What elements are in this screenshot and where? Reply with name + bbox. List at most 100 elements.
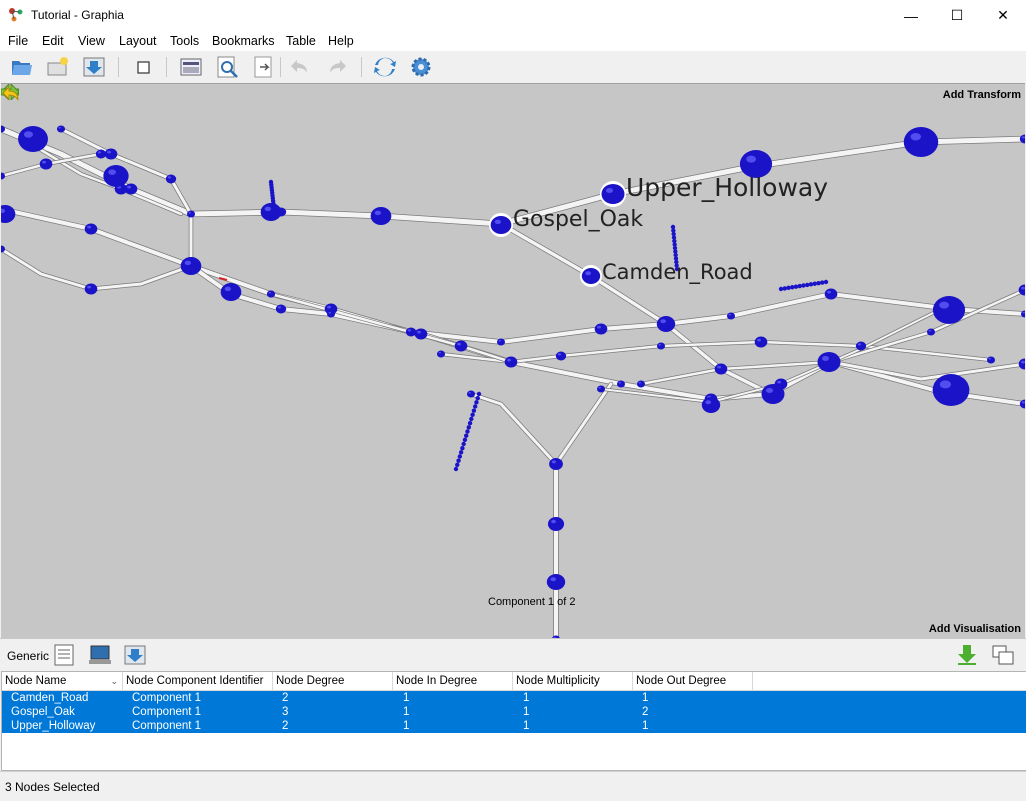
graph-node[interactable] xyxy=(39,158,53,170)
find-icon[interactable] xyxy=(216,55,240,79)
graph-node[interactable] xyxy=(616,380,626,388)
graph-node[interactable] xyxy=(454,340,468,352)
graph-node[interactable] xyxy=(266,290,276,298)
column-select-icon[interactable] xyxy=(52,643,76,667)
download-icon[interactable] xyxy=(955,643,979,667)
maximize-button[interactable]: ☐ xyxy=(950,7,964,23)
graph-node[interactable] xyxy=(546,574,566,590)
menu-layout[interactable]: Layout xyxy=(119,34,157,48)
graph-node[interactable] xyxy=(405,327,417,337)
graph-node[interactable] xyxy=(674,263,679,268)
column-header-in-degree[interactable]: Node In Degree xyxy=(393,672,513,690)
add-visualisation-link[interactable]: Add Visualisation xyxy=(928,623,1021,635)
graph-node[interactable] xyxy=(594,323,608,335)
graph-node[interactable] xyxy=(824,288,838,300)
graph-node[interactable] xyxy=(476,391,482,397)
graph-node[interactable] xyxy=(414,328,428,340)
column-header-multiplicity[interactable]: Node Multiplicity xyxy=(513,672,633,690)
graph-node[interactable] xyxy=(370,207,392,225)
graph-node[interactable] xyxy=(801,283,806,288)
graph-node[interactable] xyxy=(761,384,785,404)
graph-node[interactable] xyxy=(555,351,567,361)
graph-node[interactable] xyxy=(786,285,791,291)
graph-node[interactable] xyxy=(782,286,787,291)
graph-node[interactable] xyxy=(581,268,601,284)
graph-node[interactable] xyxy=(820,280,825,285)
add-transform-link[interactable]: Add Transform xyxy=(942,89,1021,101)
detach-panel-icon[interactable] xyxy=(991,643,1015,667)
graph-node[interactable] xyxy=(674,266,680,272)
graph-node[interactable] xyxy=(1,245,6,253)
graph-node[interactable] xyxy=(455,462,460,468)
menu-bookmarks[interactable]: Bookmarks xyxy=(212,34,275,48)
graph-node[interactable] xyxy=(926,328,936,336)
graph-node[interactable] xyxy=(549,458,563,470)
graph-node[interactable] xyxy=(470,412,475,418)
save-icon[interactable] xyxy=(82,55,106,79)
graph-node[interactable] xyxy=(656,316,676,332)
graph-node[interactable] xyxy=(260,203,282,221)
graph-node[interactable] xyxy=(460,445,465,451)
graph-node[interactable] xyxy=(674,259,679,265)
column-header-out-degree[interactable]: Node Out Degree xyxy=(633,672,753,690)
graph-node[interactable] xyxy=(823,279,829,285)
graph-node[interactable] xyxy=(326,310,336,318)
column-header-degree[interactable]: Node Degree xyxy=(273,672,393,690)
graph-node[interactable] xyxy=(673,256,679,261)
graph-node[interactable] xyxy=(1,172,6,180)
graph-node[interactable] xyxy=(903,127,939,157)
graph-node[interactable] xyxy=(986,356,996,364)
graph-node[interactable] xyxy=(186,210,196,218)
graph-node[interactable] xyxy=(671,231,676,237)
graph-node[interactable] xyxy=(496,338,506,346)
graph-node[interactable] xyxy=(471,408,477,413)
graph-node[interactable] xyxy=(855,341,867,351)
menu-view[interactable]: View xyxy=(78,34,105,48)
minimize-button[interactable]: — xyxy=(904,7,918,24)
graph-view[interactable]: Add Transform Add Visualisation Upper_Ho… xyxy=(1,83,1025,639)
menu-tools[interactable]: Tools xyxy=(170,34,200,48)
graph-node[interactable] xyxy=(466,390,476,398)
graph-node[interactable] xyxy=(490,216,512,234)
graph-node[interactable] xyxy=(673,249,678,254)
menu-file[interactable]: File xyxy=(8,34,29,48)
graph-node[interactable] xyxy=(180,257,202,275)
graph-node[interactable] xyxy=(636,380,646,388)
graph-node[interactable] xyxy=(436,350,446,358)
menu-table[interactable]: Table xyxy=(286,34,316,48)
graph-node[interactable] xyxy=(1018,358,1025,370)
graph-node[interactable] xyxy=(671,235,677,240)
graph-node[interactable] xyxy=(469,416,474,422)
graph-node[interactable] xyxy=(474,400,479,405)
graph-node[interactable] xyxy=(458,450,464,455)
enrichment-icon[interactable] xyxy=(179,55,203,79)
graph-node[interactable] xyxy=(797,283,802,289)
graph-node[interactable] xyxy=(672,245,678,251)
settings-icon[interactable] xyxy=(409,55,433,79)
graph-node[interactable] xyxy=(672,238,677,244)
menu-edit[interactable]: Edit xyxy=(42,34,64,48)
graph-canvas[interactable] xyxy=(1,84,1025,639)
graph-node[interactable] xyxy=(816,280,821,286)
graph-node[interactable] xyxy=(56,125,66,133)
open-url-icon[interactable] xyxy=(46,55,70,79)
graph-node[interactable] xyxy=(95,149,107,159)
graph-node[interactable] xyxy=(778,286,784,292)
graph-node[interactable] xyxy=(475,395,480,401)
graph-node[interactable] xyxy=(596,385,606,393)
refresh-layout-icon[interactable] xyxy=(373,55,397,79)
redo-icon[interactable] xyxy=(325,55,349,79)
graph-node[interactable] xyxy=(673,252,678,258)
graph-node[interactable] xyxy=(932,296,966,324)
stop-icon[interactable] xyxy=(131,55,155,79)
graph-node[interactable] xyxy=(504,356,518,368)
back-to-overview-icon[interactable] xyxy=(1,84,21,104)
column-header-node-name[interactable]: Node Name ⌄ xyxy=(2,672,123,690)
graph-node[interactable] xyxy=(670,224,676,230)
graph-node[interactable] xyxy=(104,148,118,160)
graph-node[interactable] xyxy=(672,242,677,247)
graph-node[interactable] xyxy=(805,282,810,288)
graph-node[interactable] xyxy=(461,441,466,447)
export-icon[interactable] xyxy=(252,55,276,79)
graph-node[interactable] xyxy=(714,363,728,375)
